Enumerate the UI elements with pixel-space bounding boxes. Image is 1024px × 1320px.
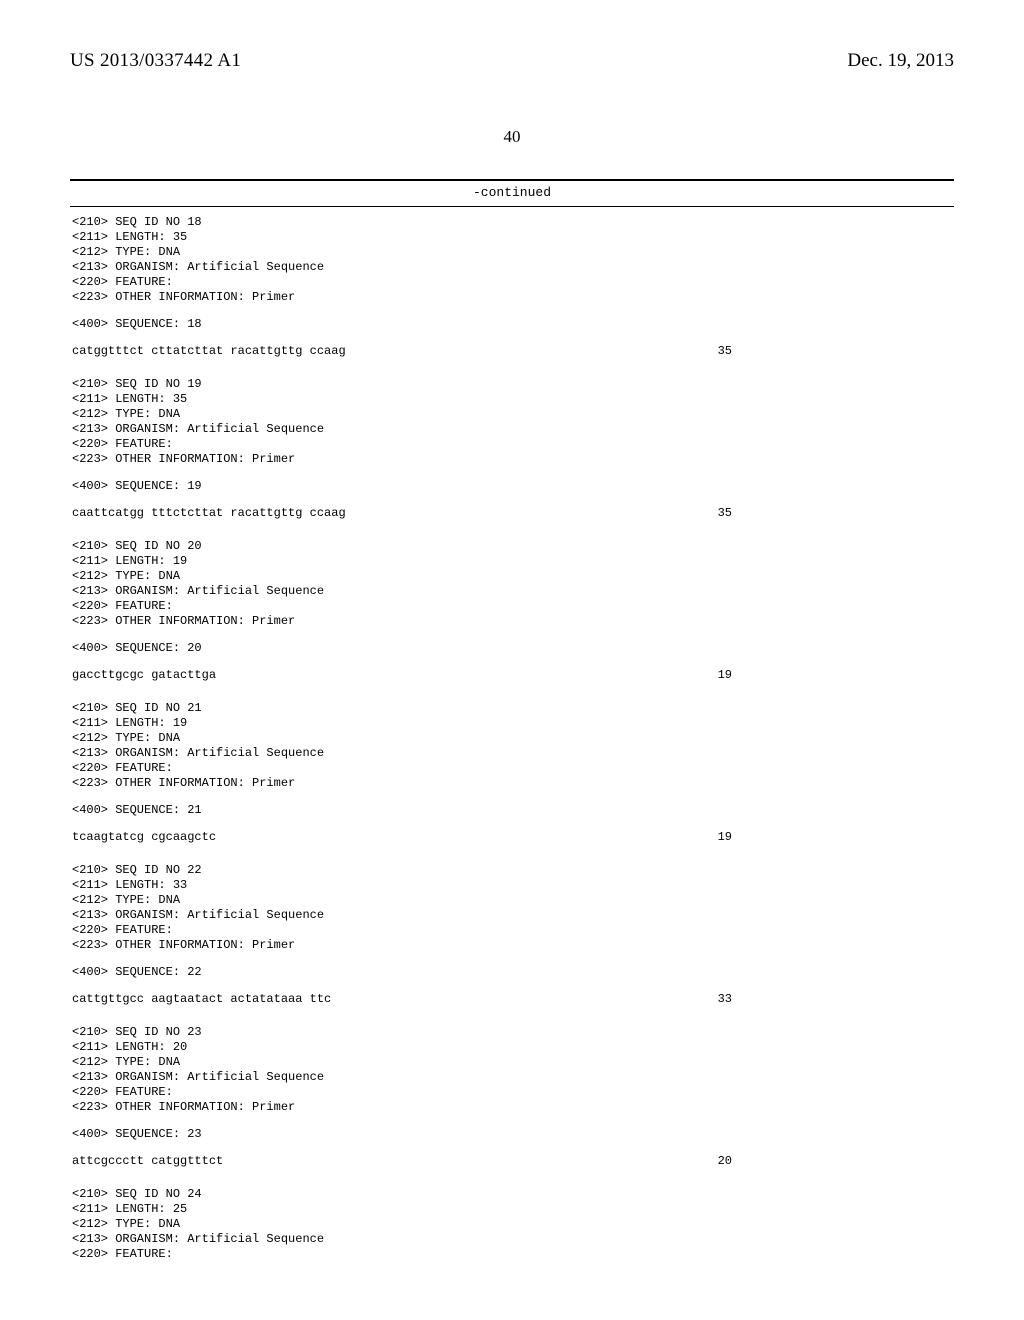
sequence-row: tcaagtatcg cgcaagctc 19 <box>72 830 952 845</box>
sequence-text: cattgttgcc aagtaatact actatataaa ttc <box>72 992 331 1007</box>
sequence-text: tcaagtatcg cgcaagctc <box>72 830 216 845</box>
sequence-meta: <210> SEQ ID NO 24 <211> LENGTH: 25 <212… <box>72 1187 952 1262</box>
sequence-text: catggtttct cttatcttat racattgttg ccaag <box>72 344 346 359</box>
sequence-label: <400> SEQUENCE: 23 <box>72 1127 952 1142</box>
page-number: 40 <box>70 127 954 147</box>
sequence-meta: <210> SEQ ID NO 18 <211> LENGTH: 35 <212… <box>72 215 952 305</box>
publication-date: Dec. 19, 2013 <box>847 50 954 72</box>
sequence-length: 35 <box>718 344 952 359</box>
sequence-entry: <210> SEQ ID NO 24 <211> LENGTH: 25 <212… <box>72 1187 952 1262</box>
sequence-entry: <210> SEQ ID NO 19 <211> LENGTH: 35 <212… <box>72 377 952 521</box>
sequence-meta: <210> SEQ ID NO 21 <211> LENGTH: 19 <212… <box>72 701 952 791</box>
sequence-meta: <210> SEQ ID NO 23 <211> LENGTH: 20 <212… <box>72 1025 952 1115</box>
sequence-row: catggtttct cttatcttat racattgttg ccaag 35 <box>72 344 952 359</box>
continued-label: -continued <box>70 185 954 207</box>
sequence-entry: <210> SEQ ID NO 23 <211> LENGTH: 20 <212… <box>72 1025 952 1169</box>
sequence-row: attcgccctt catggtttct 20 <box>72 1154 952 1169</box>
sequence-text: caattcatgg tttctcttat racattgttg ccaag <box>72 506 346 521</box>
sequence-length: 33 <box>718 992 952 1007</box>
sequence-label: <400> SEQUENCE: 18 <box>72 317 952 332</box>
sequence-row: caattcatgg tttctcttat racattgttg ccaag 35 <box>72 506 952 521</box>
sequence-entries: <210> SEQ ID NO 18 <211> LENGTH: 35 <212… <box>70 207 954 1262</box>
sequence-length: 19 <box>718 830 952 845</box>
sequence-length: 19 <box>718 668 952 683</box>
sequence-row: cattgttgcc aagtaatact actatataaa ttc 33 <box>72 992 952 1007</box>
sequence-meta: <210> SEQ ID NO 22 <211> LENGTH: 33 <212… <box>72 863 952 953</box>
page-header: US 2013/0337442 A1 Dec. 19, 2013 <box>70 50 954 72</box>
sequence-label: <400> SEQUENCE: 22 <box>72 965 952 980</box>
sequence-meta: <210> SEQ ID NO 20 <211> LENGTH: 19 <212… <box>72 539 952 629</box>
sequence-entry: <210> SEQ ID NO 20 <211> LENGTH: 19 <212… <box>72 539 952 683</box>
sequence-text: gaccttgcgc gatacttga <box>72 668 216 683</box>
sequence-text: attcgccctt catggtttct <box>72 1154 223 1169</box>
sequence-meta: <210> SEQ ID NO 19 <211> LENGTH: 35 <212… <box>72 377 952 467</box>
sequence-label: <400> SEQUENCE: 20 <box>72 641 952 656</box>
sequence-entry: <210> SEQ ID NO 18 <211> LENGTH: 35 <212… <box>72 215 952 359</box>
sequence-entry: <210> SEQ ID NO 21 <211> LENGTH: 19 <212… <box>72 701 952 845</box>
sequence-label: <400> SEQUENCE: 21 <box>72 803 952 818</box>
sequence-listing-box: -continued <210> SEQ ID NO 18 <211> LENG… <box>70 179 954 1262</box>
sequence-length: 35 <box>718 506 952 521</box>
sequence-length: 20 <box>718 1154 952 1169</box>
sequence-entry: <210> SEQ ID NO 22 <211> LENGTH: 33 <212… <box>72 863 952 1007</box>
sequence-row: gaccttgcgc gatacttga 19 <box>72 668 952 683</box>
sequence-label: <400> SEQUENCE: 19 <box>72 479 952 494</box>
publication-number: US 2013/0337442 A1 <box>70 50 241 72</box>
